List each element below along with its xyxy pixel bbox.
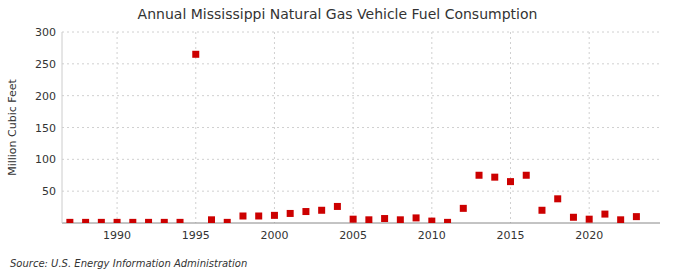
point xyxy=(617,216,624,223)
point xyxy=(302,208,309,215)
x-tick-label: 1990 xyxy=(103,229,131,242)
y-grid-line xyxy=(62,159,660,160)
y-grid-line xyxy=(62,127,660,128)
point xyxy=(538,207,545,214)
point xyxy=(334,203,341,210)
point xyxy=(224,219,231,223)
points xyxy=(66,51,640,223)
point xyxy=(523,172,530,179)
point xyxy=(66,219,73,223)
point xyxy=(570,214,577,221)
point xyxy=(633,213,640,220)
point xyxy=(428,218,435,223)
point xyxy=(239,212,246,219)
point xyxy=(271,212,278,219)
x-grid-line xyxy=(510,32,511,223)
point xyxy=(586,216,593,223)
point xyxy=(507,178,514,185)
x-tick-label: 2005 xyxy=(339,229,367,242)
point xyxy=(397,216,404,223)
y-grid-line xyxy=(62,191,660,192)
point xyxy=(491,174,498,181)
point xyxy=(444,219,451,223)
point xyxy=(413,214,420,221)
x-tick-label: 2020 xyxy=(575,229,603,242)
point xyxy=(255,212,262,219)
point xyxy=(145,219,152,223)
point xyxy=(192,51,199,58)
point xyxy=(98,219,105,223)
point xyxy=(82,219,89,223)
y-grid-line xyxy=(62,32,660,33)
y-tick-label: 100 xyxy=(35,153,56,166)
x-tick-label: 2010 xyxy=(418,229,446,242)
point xyxy=(318,207,325,214)
point xyxy=(350,216,357,223)
point xyxy=(554,195,561,202)
y-tick-label: 50 xyxy=(42,185,56,198)
x-grid-line xyxy=(117,32,118,223)
y-tick-label: 200 xyxy=(35,90,56,103)
y-axis-label: Million Cubic Feet xyxy=(6,78,19,175)
x-grid-line xyxy=(431,32,432,223)
point xyxy=(161,219,168,223)
x-grid-line xyxy=(353,32,354,223)
point xyxy=(476,172,483,179)
y-axis-line xyxy=(62,32,63,223)
point xyxy=(601,211,608,218)
point xyxy=(177,219,184,223)
chart: Annual Mississippi Natural Gas Vehicle F… xyxy=(0,0,675,275)
x-tick-label: 2015 xyxy=(497,229,525,242)
point xyxy=(287,210,294,217)
x-tick-label: 2000 xyxy=(260,229,288,242)
y-grid-line xyxy=(62,63,660,64)
point xyxy=(365,216,372,223)
y-grid-line xyxy=(62,95,660,96)
x-grid-line xyxy=(195,32,196,223)
x-tick-label: 1995 xyxy=(182,229,210,242)
point xyxy=(460,205,467,212)
x-grid-line xyxy=(589,32,590,223)
y-tick-label: 250 xyxy=(35,58,56,71)
y-tick-label: 300 xyxy=(35,26,56,39)
point xyxy=(129,219,136,223)
title: Annual Mississippi Natural Gas Vehicle F… xyxy=(138,6,538,22)
point xyxy=(381,215,388,222)
grid xyxy=(62,32,660,223)
y-tick-label: 150 xyxy=(35,122,56,135)
point xyxy=(114,219,121,223)
point xyxy=(208,216,215,223)
x-grid-line xyxy=(274,32,275,223)
annotation: Source: U.S. Energy Information Administ… xyxy=(10,258,247,269)
